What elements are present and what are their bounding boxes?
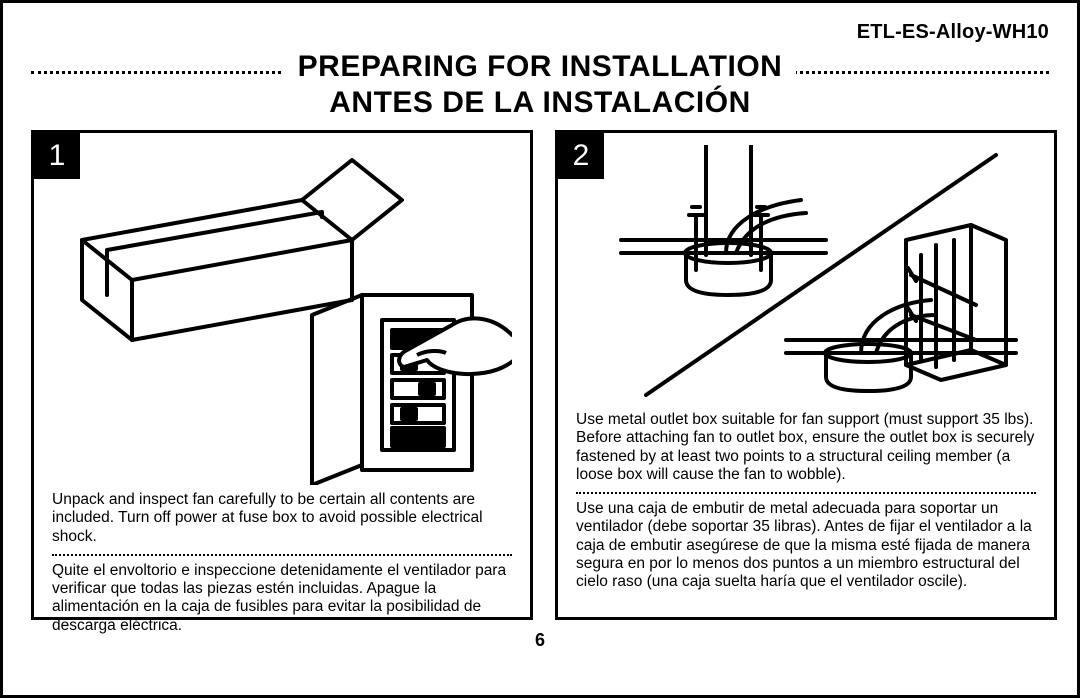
step1-illustration <box>52 145 512 485</box>
step-panel-1: 1 <box>31 130 533 620</box>
title-block: PREPARING FOR INSTALLATION ANTES DE LA I… <box>31 50 1049 120</box>
title-es: ANTES DE LA INSTALACIÓN <box>31 86 1049 120</box>
panels-row: 1 <box>31 130 1049 620</box>
step-number-badge: 1 <box>34 133 80 179</box>
model-code: ETL-ES-Alloy-WH10 <box>31 21 1049 44</box>
step1-text-en: Unpack and inspect fan carefully to be c… <box>52 491 512 546</box>
step2-separator <box>576 492 1036 494</box>
manual-page: ETL-ES-Alloy-WH10 PREPARING FOR INSTALLA… <box>0 0 1080 698</box>
step1-text-es: Quite el envoltorio e inspeccione deteni… <box>52 562 512 635</box>
step2-text-es: Use una caja de embutir de metal adecuad… <box>576 500 1036 591</box>
title-en: PREPARING FOR INSTALLATION <box>284 50 797 84</box>
step-number-badge: 2 <box>558 133 604 179</box>
step2-text-en: Use metal outlet box suitable for fan su… <box>576 411 1036 484</box>
step2-illustration <box>576 145 1036 405</box>
step1-separator <box>52 554 512 556</box>
step-panel-2: 2 <box>555 130 1057 620</box>
